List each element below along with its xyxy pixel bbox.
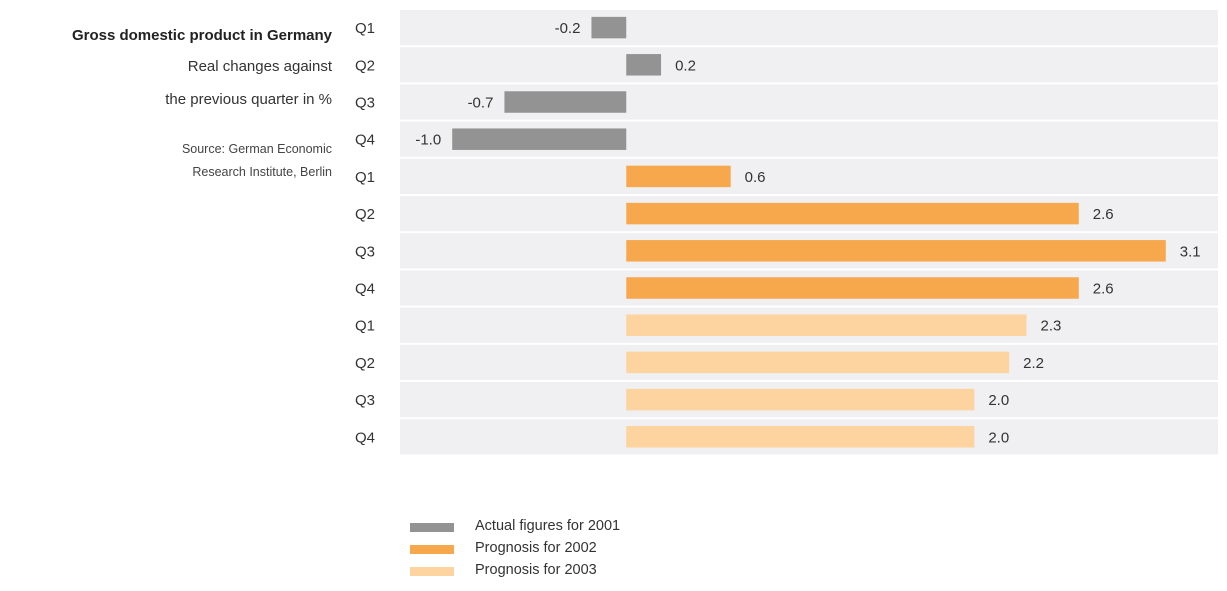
value-label: -0.7	[468, 95, 494, 112]
category-label: Q3	[355, 392, 375, 409]
category-label: Q1	[355, 169, 375, 186]
value-label: 0.2	[675, 57, 696, 74]
value-label: 2.0	[988, 429, 1009, 446]
bar	[591, 17, 626, 38]
bar	[626, 314, 1026, 336]
value-label: -1.0	[415, 132, 441, 149]
row-background	[400, 10, 1218, 45]
category-label: Q1	[355, 318, 375, 335]
category-label: Q1	[355, 20, 375, 37]
category-label: Q4	[355, 429, 375, 446]
bar	[626, 166, 730, 188]
value-label: 2.0	[988, 392, 1009, 409]
value-label: 3.1	[1180, 243, 1201, 260]
legend-label-2002: Prognosis for 2002	[475, 540, 597, 556]
legend-swatch-2001	[410, 523, 454, 532]
bar	[626, 352, 1009, 374]
bar	[626, 54, 661, 76]
row-background	[400, 159, 1218, 194]
bar	[626, 426, 974, 448]
row-backgrounds	[400, 10, 1218, 454]
category-label: Q2	[355, 57, 375, 74]
category-label: Q2	[355, 355, 375, 372]
legend-swatch-2003	[410, 567, 454, 576]
legend-swatch-2002	[410, 545, 454, 554]
gdp-bar-chart: Q1 Q2 Q3 Q4 Q1 Q2 Q3 Q4 Q1 Q2 Q3 Q4 -0.2 0.2 -0.7 -1.0…	[0, 0, 1227, 470]
value-label: 2.6	[1093, 281, 1114, 298]
legend-label-2003: Prognosis for 2003	[475, 562, 597, 578]
legend-label-2001: Actual figures for 2001	[475, 518, 620, 534]
bar	[626, 240, 1166, 261]
category-label: Q3	[355, 95, 375, 112]
value-label: 0.6	[745, 169, 766, 186]
bar	[452, 128, 626, 150]
category-label: Q3	[355, 243, 375, 260]
value-label: 2.3	[1041, 318, 1062, 335]
category-label: Q2	[355, 206, 375, 223]
category-label: Q4	[355, 281, 375, 298]
row-background	[400, 47, 1218, 82]
bar	[626, 277, 1079, 299]
bar	[626, 389, 974, 411]
bar	[626, 203, 1079, 225]
category-labels: Q1 Q2 Q3 Q4 Q1 Q2 Q3 Q4 Q1 Q2 Q3 Q4	[355, 20, 375, 446]
category-label: Q4	[355, 132, 375, 149]
value-label: 2.6	[1093, 206, 1114, 223]
value-label: 2.2	[1023, 355, 1044, 372]
bar	[504, 91, 626, 113]
value-label: -0.2	[555, 20, 581, 37]
